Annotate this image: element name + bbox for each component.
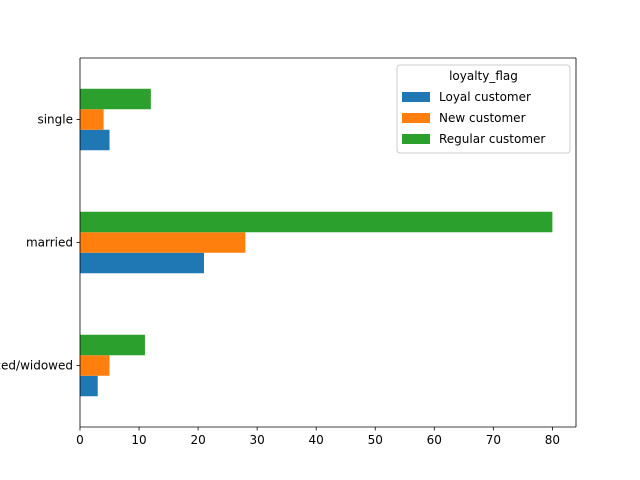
legend-label: New customer [439, 111, 526, 125]
legend-label: Regular customer [439, 132, 545, 146]
bar-divorced-widowed-loyal-customer [80, 375, 98, 397]
y-tick-label: married [26, 236, 73, 250]
legend-swatch [402, 113, 430, 123]
bar-single-new-customer [80, 109, 104, 130]
bar-single-regular-customer [80, 88, 151, 110]
bar-married-regular-customer [80, 211, 553, 233]
x-tick-label: 60 [427, 433, 442, 447]
legend-title: loyalty_flag [449, 69, 518, 83]
bar-married-new-customer [80, 232, 246, 253]
x-tick-label: 0 [76, 433, 84, 447]
legend-box [396, 64, 571, 154]
bar-divorced-widowed-new-customer [80, 355, 110, 376]
x-tick-label: 80 [545, 433, 560, 447]
x-tick-label: 70 [486, 433, 501, 447]
y-tick-label: single [37, 113, 73, 127]
bar-divorced-widowed-regular-customer [80, 334, 145, 356]
legend-label: Loyal customer [439, 90, 531, 104]
bar-single-loyal-customer [80, 129, 110, 151]
x-tick-label: 30 [250, 433, 265, 447]
legend-swatch [402, 134, 430, 144]
bar-married-loyal-customer [80, 252, 204, 274]
legend-swatch [402, 92, 430, 102]
x-tick-label: 50 [368, 433, 383, 447]
axes-group: 0 10 20 30 40 50 60 70 80 divorced/widowed married… [0, 57, 577, 447]
x-tick-label: 40 [309, 433, 324, 447]
x-tick-label: 20 [190, 433, 205, 447]
x-tick-label: 10 [131, 433, 146, 447]
legend: loyalty_flag Loyal customer New customer Re… [396, 64, 571, 154]
y-tick-label: divorced/widowed [0, 359, 73, 373]
bars-group [80, 88, 553, 397]
